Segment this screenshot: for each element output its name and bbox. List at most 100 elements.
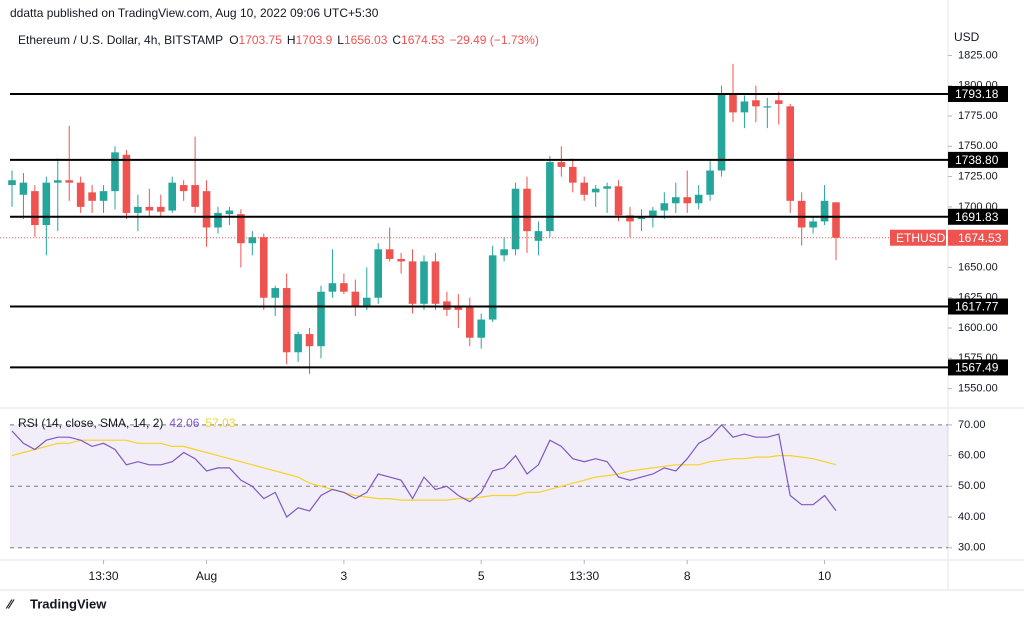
level-tag: [948, 298, 1008, 315]
price-tag: [948, 229, 1008, 246]
rsi-line: [11, 439, 837, 501]
ohlc-key: O: [229, 33, 238, 47]
candle-body: [168, 182, 177, 211]
symbol: Ethereum / U.S. Dollar, 4h, BITSTAMP: [18, 33, 223, 47]
candle-body: [671, 197, 680, 204]
candle-body: [31, 191, 39, 226]
candle-body: [156, 206, 165, 212]
candle-body: [454, 307, 463, 310]
candle-body: [740, 101, 749, 113]
level-label: 1793.18: [955, 87, 999, 101]
rsi-value: 42.06: [169, 416, 199, 430]
logo-text: TradingView: [30, 596, 107, 611]
candle-body: [328, 283, 337, 292]
logo-icon: ⁄⁄: [5, 596, 15, 611]
candle-body: [282, 288, 291, 353]
candle-body: [809, 221, 817, 228]
candle-body: [145, 206, 154, 211]
candle-body: [42, 182, 51, 226]
candle-body: [488, 255, 497, 320]
candle-body: [534, 231, 543, 241]
candle-body: [614, 186, 623, 216]
candle-body: [568, 166, 577, 183]
candle-body: [374, 249, 383, 298]
candle-body: [626, 215, 634, 222]
candle-body: [362, 297, 371, 308]
candle-body: [500, 249, 508, 256]
x-tick-label: 13:30: [89, 569, 119, 583]
candle-body: [683, 197, 692, 204]
candle-body: [786, 106, 795, 201]
publisher: ddatta published on TradingView.com, Aug…: [10, 6, 379, 20]
candle-body: [122, 154, 131, 213]
candle-body: [694, 194, 703, 204]
candle-body: [477, 319, 486, 338]
level-label: 1691.83: [955, 210, 999, 224]
level-label: 1738.80: [955, 153, 999, 167]
ticker-tag: [890, 229, 946, 246]
candle-body: [191, 185, 199, 207]
candle-body: [134, 206, 142, 213]
candle-body: [385, 249, 394, 259]
candle-body: [214, 212, 222, 228]
candle-body: [706, 170, 714, 195]
candle-body: [259, 237, 268, 298]
candle-body: [557, 162, 566, 167]
candle-body: [225, 210, 234, 215]
candle-body: [591, 188, 600, 193]
level-tag: [948, 151, 1008, 168]
candle-body: [88, 192, 96, 201]
level-tag: [948, 208, 1008, 225]
candle-body: [763, 106, 772, 108]
candle-body: [53, 180, 62, 183]
y-tick-label: 1600.00: [958, 322, 998, 334]
candle-body: [523, 188, 531, 232]
candle-body: [271, 288, 280, 298]
level-label: 1617.77: [955, 300, 999, 314]
candle-body: [317, 291, 325, 347]
candle-body: [294, 334, 302, 353]
rsi-line: [11, 424, 837, 518]
candle-body: [797, 200, 806, 228]
level-tag: [948, 359, 1008, 376]
candle-body: [820, 200, 829, 222]
candle-body: [637, 216, 646, 219]
candle-body: [649, 210, 657, 217]
ohlc-value: 1703.9: [296, 33, 333, 47]
candle-body: [546, 162, 554, 232]
x-tick-label: Aug: [196, 569, 217, 583]
rsi-tick-label: 70.00: [958, 419, 986, 431]
y-tick-label: 1550.00: [958, 383, 998, 395]
x-tick-label: 8: [684, 569, 691, 583]
ohlc-key: L: [337, 33, 344, 47]
candle-body: [351, 291, 360, 308]
candle-body: [408, 261, 417, 304]
candle-body: [248, 237, 257, 244]
candle-body: [774, 100, 783, 104]
price-label: 1674.53: [958, 231, 1002, 245]
candle-body: [76, 182, 85, 207]
y-tick-label: 1650.00: [958, 261, 998, 273]
candle-body: [420, 261, 428, 304]
ohlc-key: C: [392, 33, 401, 47]
candle-body: [340, 283, 348, 292]
y-tick-label: 1750.00: [958, 140, 998, 152]
x-tick-label: 3: [341, 569, 348, 583]
level-tag: [948, 85, 1008, 102]
ohlc-value: 1656.03: [344, 33, 388, 47]
ohlc-key: H: [287, 33, 296, 47]
candle-body: [305, 334, 314, 347]
y-tick-label: 1775.00: [958, 110, 998, 122]
x-tick-label: 10: [818, 569, 832, 583]
candle-body: [832, 202, 840, 238]
rsi-tick-label: 50.00: [958, 480, 986, 492]
candle-body: [179, 185, 188, 192]
candle-body: [729, 94, 737, 113]
rsi-tick-label: 40.00: [958, 511, 986, 523]
candle-body: [8, 180, 16, 186]
x-tick-label: 13:30: [569, 569, 599, 583]
y-tick-label: 1725.00: [958, 171, 998, 183]
candle-body: [202, 191, 211, 228]
candle-body: [65, 180, 74, 183]
